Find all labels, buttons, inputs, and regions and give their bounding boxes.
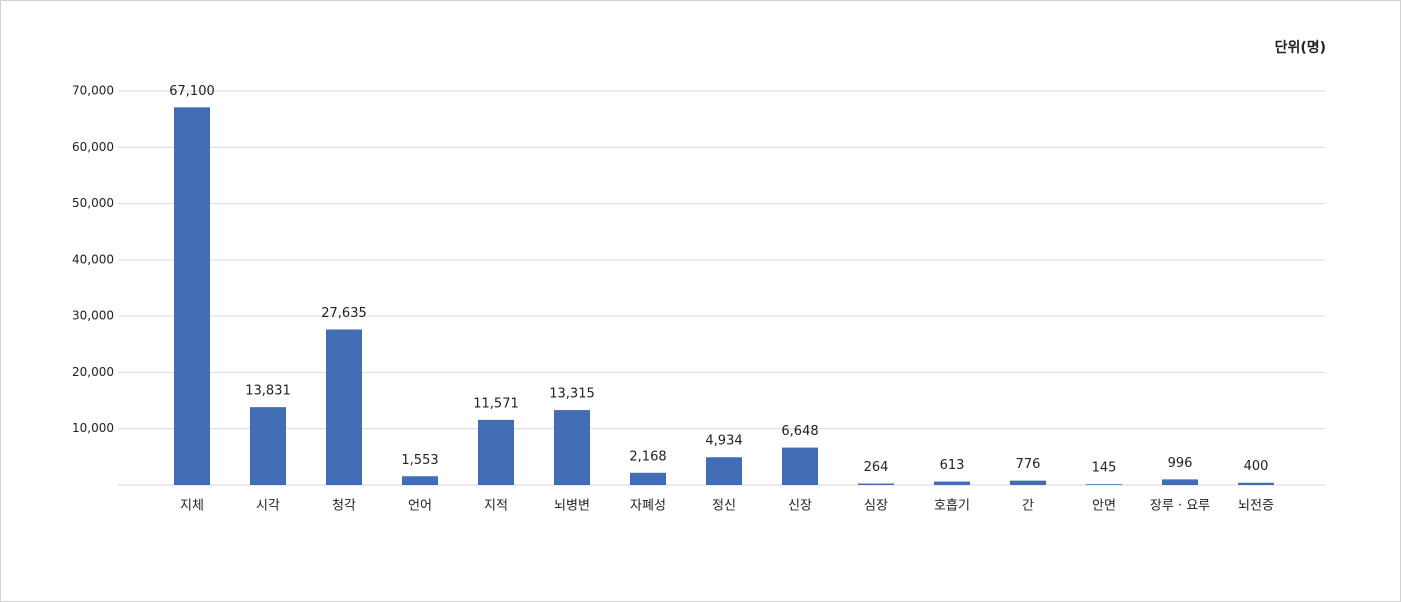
bar <box>326 329 362 485</box>
bar <box>1238 482 1274 485</box>
data-label: 400 <box>1244 459 1269 474</box>
bar <box>858 483 894 485</box>
bar <box>478 419 514 485</box>
data-label: 13,315 <box>549 387 595 402</box>
bar <box>706 457 742 485</box>
y-tick-label: 70,000 <box>72 84 114 98</box>
x-tick-label: 신장 <box>788 499 812 514</box>
y-tick-label: 60,000 <box>72 140 114 154</box>
x-tick-label: 심장 <box>864 499 888 514</box>
data-label: 27,635 <box>321 306 367 321</box>
data-label: 13,831 <box>245 384 291 399</box>
x-tick-label: 청각 <box>332 499 356 514</box>
bar <box>402 476 438 485</box>
y-tick-label: 20,000 <box>72 365 114 379</box>
x-tick-label: 뇌병변 <box>554 499 590 514</box>
bar <box>250 407 286 485</box>
x-tick-label: 시각 <box>256 499 280 514</box>
data-label: 996 <box>1168 456 1193 471</box>
y-tick-label: 30,000 <box>72 309 114 323</box>
x-tick-label: 안면 <box>1092 499 1116 514</box>
bar <box>1086 484 1122 485</box>
x-tick-label: 호흡기 <box>934 499 970 514</box>
x-tick-label: 언어 <box>408 499 432 514</box>
data-label: 4,934 <box>705 434 742 449</box>
y-tick-label: 50,000 <box>72 196 114 210</box>
bar <box>1162 479 1198 485</box>
data-label: 67,100 <box>169 84 215 99</box>
data-label: 1,553 <box>401 453 438 468</box>
bar <box>174 107 210 485</box>
x-tick-label: 지체 <box>180 499 204 514</box>
data-label: 776 <box>1016 457 1041 472</box>
y-tick-label: 10,000 <box>72 421 114 435</box>
y-tick-label: 40,000 <box>72 252 114 266</box>
bar <box>782 447 818 485</box>
data-label: 6,648 <box>781 424 818 439</box>
data-label: 11,571 <box>473 396 519 411</box>
data-label: 264 <box>864 460 889 475</box>
x-tick-label: 장루 · 요루 <box>1150 499 1210 514</box>
bar <box>934 481 970 485</box>
x-tick-label: 자폐성 <box>630 499 666 514</box>
data-label: 2,168 <box>629 449 666 464</box>
bar <box>554 410 590 485</box>
x-tick-label: 정신 <box>712 499 736 514</box>
bar <box>630 472 666 485</box>
bar <box>1010 480 1046 485</box>
unit-label: 단위(명) <box>1275 39 1326 56</box>
data-label: 145 <box>1092 461 1117 476</box>
x-tick-label: 뇌전증 <box>1238 499 1274 514</box>
data-label: 613 <box>940 458 965 473</box>
x-tick-label: 간 <box>1022 499 1034 514</box>
x-tick-label: 지적 <box>484 499 508 514</box>
